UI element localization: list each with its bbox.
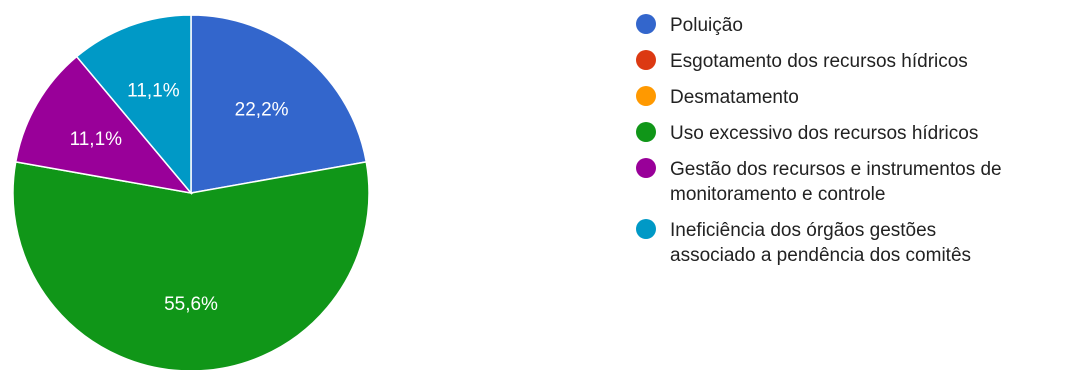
legend-label-0: Poluição xyxy=(670,15,743,36)
pie-slice-label-0: 22,2% xyxy=(235,100,289,121)
legend-swatch-1 xyxy=(636,50,656,70)
legend-swatch-2 xyxy=(636,86,656,106)
pie-slices xyxy=(12,14,370,370)
legend-item-5[interactable]: Ineficiência dos órgãos gestões associado… xyxy=(636,219,971,266)
legend-item-1[interactable]: Esgotamento dos recursos hídricos xyxy=(636,50,968,72)
legend-label-2: Desmatamento xyxy=(670,87,799,108)
legend-label-5-line-0: Ineficiência dos órgãos gestões xyxy=(670,220,936,241)
pie-slice-label-5: 11,1% xyxy=(127,81,180,102)
legend-swatch-5 xyxy=(636,219,656,239)
legend-label-5-line-1: associado a pendência dos comitês xyxy=(670,245,971,266)
legend-swatch-0 xyxy=(636,14,656,34)
legend-label-3: Uso excessivo dos recursos hídricos xyxy=(670,123,978,144)
pie-slice-5[interactable] xyxy=(75,14,192,196)
legend-label-4-line-1: monitoramento e controle xyxy=(670,184,885,205)
legend-item-3[interactable]: Uso excessivo dos recursos hídricos xyxy=(636,122,978,144)
legend: Poluição Esgotamento dos recursos hídrico… xyxy=(636,14,1002,266)
legend-item-0[interactable]: Poluição xyxy=(636,14,743,36)
legend-swatch-3 xyxy=(636,122,656,142)
legend-item-4[interactable]: Gestão dos recursos e instrumentos de mon… xyxy=(636,158,1002,205)
pie-slice-label-4: 11,1% xyxy=(70,129,123,150)
legend-swatch-4 xyxy=(636,158,656,178)
legend-label-1: Esgotamento dos recursos hídricos xyxy=(670,51,968,72)
pie-slice-0[interactable] xyxy=(190,14,368,194)
pie-slice-4[interactable] xyxy=(14,55,193,195)
legend-item-2[interactable]: Desmatamento xyxy=(636,86,799,108)
legend-label-4-line-0: Gestão dos recursos e instrumentos de xyxy=(670,159,1002,180)
pie-slice-label-3: 55,6% xyxy=(164,294,218,315)
pie-slice-3[interactable] xyxy=(12,160,370,370)
pie-slice-labels: 22,2% 55,6% 11,1% 11,1% xyxy=(70,81,289,315)
